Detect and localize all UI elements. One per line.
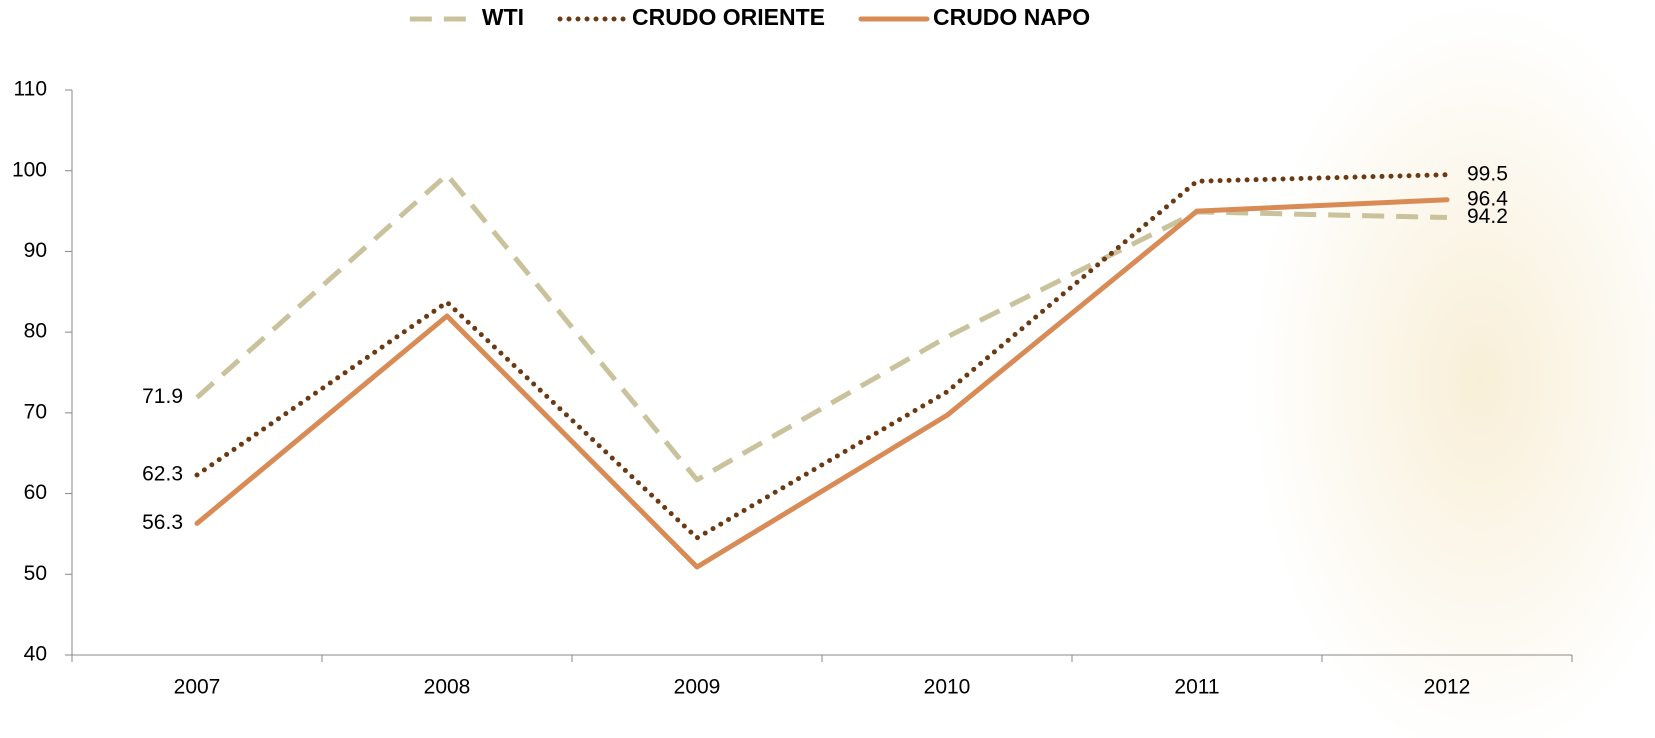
line-series xyxy=(194,172,1450,541)
x-tick-label: 2011 xyxy=(1174,676,1219,699)
data-label: 99.5 xyxy=(1467,162,1508,185)
legend-label: CRUDO NAPO xyxy=(933,4,1090,30)
x-tick-label: 2009 xyxy=(674,676,721,699)
legend-label: WTI xyxy=(482,4,524,30)
background-decoration xyxy=(1250,0,1655,738)
line-series xyxy=(195,172,1448,483)
legend-label: CRUDO ORIENTE xyxy=(632,4,825,30)
line-series xyxy=(194,197,1450,570)
y-tick-label: 70 xyxy=(24,400,47,423)
data-label: 94.2 xyxy=(1467,205,1508,228)
data-label: 56.3 xyxy=(142,511,183,534)
data-label: 96.4 xyxy=(1467,187,1508,210)
y-tick-label: 110 xyxy=(14,78,47,101)
x-tick-label: 2008 xyxy=(424,676,471,699)
data-label: 62.3 xyxy=(142,463,183,486)
y-tick-label: 60 xyxy=(24,481,47,504)
y-tick-label: 90 xyxy=(24,239,47,262)
y-tick-label: 40 xyxy=(24,643,47,666)
x-tick-label: 2007 xyxy=(174,676,221,699)
y-tick-label: 80 xyxy=(24,320,47,343)
y-tick-label: 50 xyxy=(24,562,47,585)
y-tick-label: 100 xyxy=(12,158,47,181)
legend: WTI CRUDO ORIENTE CRUDO NAPO xyxy=(409,4,1090,30)
data-label: 71.9 xyxy=(142,385,183,408)
x-tick-label: 2012 xyxy=(1424,676,1471,699)
x-tick-label: 2010 xyxy=(924,676,971,699)
